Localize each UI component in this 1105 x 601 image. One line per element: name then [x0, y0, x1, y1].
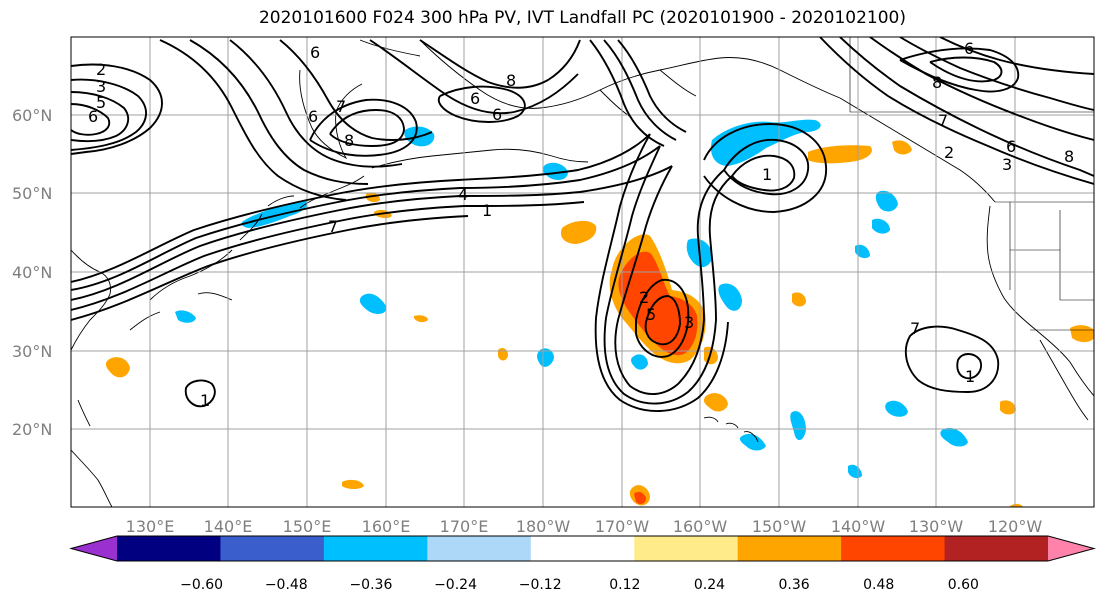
contour-label: 6 [470, 89, 480, 108]
lat-label: 40°N [12, 263, 52, 282]
contour-label: 6 [310, 43, 320, 62]
borders [849, 37, 1094, 331]
pv-contours [71, 37, 1094, 412]
colorbar-tick-label: −0.12 [519, 577, 562, 593]
colorbar-outline [69, 535, 1096, 562]
lon-label: 150°W [752, 517, 807, 536]
contour-label: 8 [344, 131, 354, 150]
colorbar-segment [841, 536, 946, 561]
contour-label: 5 [646, 305, 656, 324]
map-frame [70, 36, 1095, 508]
colorbar-tick-label: −0.36 [349, 577, 392, 593]
colorbar-segment [737, 536, 842, 561]
lon-label: 130°E [126, 517, 175, 536]
map-title: 2020101600 F024 300 hPa PV, IVT Landfall… [258, 8, 906, 28]
contour-label: 2 [944, 143, 954, 162]
colorbar-tick-label: −0.48 [265, 577, 308, 593]
colorbar-segment [427, 536, 532, 561]
colorbar-tick-label: −0.24 [434, 577, 477, 593]
latitude-labels: 60°N 50°N 40°N 30°N 20°N [12, 106, 52, 439]
contour-label: 6 [88, 107, 98, 126]
lon-label: 170°E [440, 517, 489, 536]
lon-label: 140°E [204, 517, 253, 536]
colorbar-tick-label: 0.60 [948, 577, 979, 593]
contour-label: 5 [96, 93, 106, 112]
lat-label: 60°N [12, 106, 52, 125]
contour-labels: 2 3 5 6 6 6 6 6 7 8 8 4 1 7 2 3 5 6 7 8 … [88, 39, 1074, 410]
colorbar-tick-label: 0.36 [779, 577, 810, 593]
lon-label: 120°W [988, 517, 1043, 536]
contour-label: 1 [965, 367, 975, 386]
colorbar-tick-label: −0.60 [180, 577, 223, 593]
contour-label: 6 [308, 107, 318, 126]
gridlines [71, 37, 1094, 507]
contour-label: 7 [938, 111, 948, 130]
lon-label: 160°W [673, 517, 728, 536]
contour-label: 6 [1006, 137, 1016, 156]
colorbar: −0.60 −0.48 −0.36 −0.24 −0.12 0.12 0.24 0.36 0.4… [69, 535, 1096, 593]
lon-label: 130°W [909, 517, 964, 536]
contour-label: 7 [910, 319, 920, 338]
contour-label: 6 [492, 105, 502, 124]
contour-label: 3 [684, 313, 694, 332]
contour-label: 1 [482, 201, 492, 220]
lon-label: 160°E [362, 517, 411, 536]
contour-label: 2 [639, 288, 649, 307]
colorbar-segment [634, 536, 739, 561]
lon-label: 150°E [283, 517, 332, 536]
colorbar-segment [220, 536, 325, 561]
colorbar-tick-label: 0.24 [694, 577, 725, 593]
colorbar-segment [117, 536, 221, 561]
lon-label: 140°W [831, 517, 886, 536]
contour-label: 6 [964, 39, 974, 58]
colorbar-tick-label: 0.12 [609, 577, 640, 593]
longitude-labels: 130°E 140°E 150°E 160°E 170°E 180°W 170°… [126, 517, 1043, 536]
contour-label: 8 [506, 71, 516, 90]
contour-label: 3 [1002, 155, 1012, 174]
contour-label: 7 [336, 97, 346, 116]
contour-label: 8 [932, 73, 942, 92]
lon-label: 170°W [595, 517, 650, 536]
lon-label: 180°W [516, 517, 571, 536]
contour-label: 7 [328, 217, 338, 236]
lat-label: 20°N [12, 420, 52, 439]
colorbar-extend-max [1048, 536, 1094, 561]
contour-label: 1 [762, 165, 772, 184]
colorbar-segment [323, 536, 428, 561]
contour-label: 8 [1064, 147, 1074, 166]
contour-label: 2 [96, 60, 106, 79]
contour-label: 3 [96, 77, 106, 96]
colorbar-segment [530, 536, 635, 561]
lat-label: 30°N [12, 342, 52, 361]
contour-label: 1 [200, 391, 210, 410]
colorbar-extend-min [71, 536, 117, 561]
lat-label: 50°N [12, 184, 52, 203]
contour-label: 4 [458, 185, 468, 204]
colorbar-segment [944, 536, 1049, 561]
colorbar-tick-label: 0.48 [863, 577, 894, 593]
